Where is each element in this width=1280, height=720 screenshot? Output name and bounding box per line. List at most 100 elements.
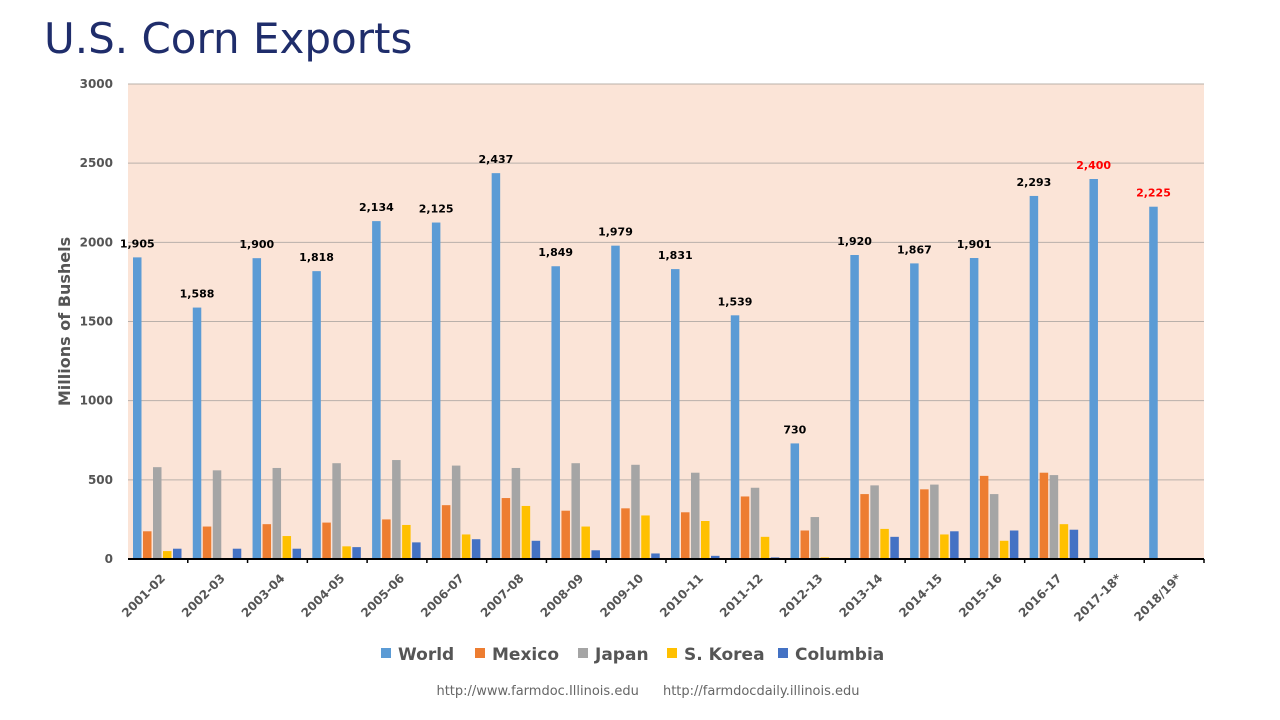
bar-skorea-2011-12 — [760, 536, 770, 559]
x-tick-label: 2009-10 — [597, 571, 646, 620]
bar-skorea-2014-15 — [940, 534, 949, 559]
x-tick-label: 2015-16 — [956, 571, 1005, 620]
bar-mexico-2006-07 — [441, 505, 451, 559]
source-url-farmdoc[interactable]: http://www.farmdoc.Illinois.edu — [436, 684, 639, 699]
y-tick-label: 1000 — [80, 394, 113, 408]
corn-exports-chart: 0 500 1000 1500 2000 2500 3000 1,905 1,588 1,900… — [55, 77, 1205, 665]
bar-columbia-2002-03 — [232, 548, 242, 559]
bar-japan-2015-16 — [989, 494, 999, 559]
bar-japan-2001-02 — [153, 467, 162, 559]
bar-skorea-2008-09 — [581, 526, 590, 559]
bar-mexico-2003-04 — [262, 524, 272, 559]
world-value-label: 2,293 — [1017, 176, 1052, 189]
bar-japan-2005-06 — [392, 460, 401, 559]
bar-world-2015-16 — [969, 258, 979, 559]
bar-japan-2004-05 — [332, 463, 341, 559]
world-value-label: 2,225 — [1136, 187, 1171, 200]
bar-columbia-2006-07 — [471, 539, 481, 559]
bars — [133, 173, 1158, 560]
x-tick-label: 2010-11 — [657, 571, 706, 620]
source-url-farmdocdaily[interactable]: http://farmdocdaily.illinois.edu — [662, 684, 860, 699]
bar-japan-2011-12 — [750, 487, 760, 559]
x-axis-ticks: 2001-02 2002-03 2003-04 2004-05 2005-06 2006-… — [119, 559, 1205, 625]
y-tick-label: 500 — [88, 473, 113, 487]
bar-mexico-2012-13 — [800, 530, 810, 559]
bar-world-2003-04 — [252, 258, 262, 559]
bar-japan-2002-03 — [212, 470, 222, 559]
x-tick-label: 2008-09 — [538, 571, 587, 620]
legend-label-world: World — [398, 645, 454, 665]
y-axis-label: Millions of Bushels — [55, 237, 74, 406]
world-value-label: 1,867 — [897, 243, 932, 256]
bar-world-2012-13 — [790, 443, 800, 559]
bar-world-2009-10 — [611, 245, 620, 560]
x-tick-label: 2017-18* — [1071, 571, 1125, 625]
bar-mexico-2011-12 — [740, 496, 750, 559]
bar-skorea-2015-16 — [999, 540, 1009, 559]
bar-columbia-2001-02 — [173, 548, 182, 559]
bar-japan-2009-10 — [631, 464, 640, 559]
bar-japan-2010-11 — [691, 472, 700, 559]
bar-world-2017-18* — [1089, 179, 1098, 559]
y-tick-label: 2000 — [80, 235, 113, 249]
bar-mexico-2014-15 — [920, 489, 929, 559]
bar-columbia-2005-06 — [412, 542, 421, 559]
source-urls: http://www.farmdoc.Illinois.edu http://f… — [0, 684, 1280, 699]
y-tick-label: 2500 — [80, 156, 113, 170]
world-value-label: 1,849 — [538, 246, 573, 259]
world-value-label: 1,818 — [299, 251, 334, 264]
bar-columbia-2003-04 — [292, 548, 302, 559]
bar-columbia-2008-09 — [591, 550, 600, 559]
bar-world-2007-08 — [491, 173, 501, 559]
world-value-label: 1,588 — [180, 288, 215, 301]
bar-mexico-2015-16 — [979, 475, 989, 559]
bar-world-2002-03 — [192, 307, 202, 559]
bar-japan-2012-13 — [810, 517, 820, 559]
x-tick-label: 2016-17 — [1016, 571, 1065, 620]
bar-world-2001-02 — [133, 257, 142, 559]
bar-japan-2008-09 — [571, 463, 580, 559]
world-value-label: 1,901 — [957, 238, 992, 251]
bar-world-2008-09 — [551, 266, 560, 559]
bar-world-2018/19* — [1149, 206, 1158, 560]
bar-columbia-2007-08 — [531, 540, 541, 559]
bar-world-2010-11 — [671, 269, 680, 559]
world-value-label: 1,900 — [239, 238, 274, 251]
legend-label-mexico: Mexico — [492, 645, 559, 665]
bar-skorea-2005-06 — [402, 524, 411, 559]
bar-mexico-2005-06 — [382, 519, 391, 559]
bar-columbia-2014-15 — [950, 531, 959, 559]
bar-mexico-2013-14 — [860, 494, 869, 559]
bar-skorea-2007-08 — [521, 505, 531, 559]
bar-skorea-2009-10 — [641, 515, 650, 559]
bar-skorea-2016-17 — [1059, 524, 1069, 559]
legend-swatch-mexico — [475, 648, 485, 658]
x-tick-label: 2001-02 — [119, 571, 168, 620]
bar-mexico-2008-09 — [561, 510, 570, 559]
bar-mexico-2007-08 — [501, 498, 511, 559]
bar-columbia-2009-10 — [651, 553, 660, 559]
bar-mexico-2004-05 — [322, 522, 331, 559]
bar-mexico-2010-11 — [681, 512, 690, 559]
x-tick-label: 2003-04 — [239, 571, 288, 620]
bar-japan-2006-07 — [451, 465, 461, 559]
world-value-label: 2,125 — [419, 203, 454, 216]
x-tick-label: 2005-06 — [358, 571, 407, 620]
bar-japan-2003-04 — [272, 467, 282, 559]
x-tick-label: 2012-13 — [777, 571, 826, 620]
world-value-label: 1,920 — [837, 235, 872, 248]
world-value-label: 1,979 — [598, 226, 633, 239]
x-tick-label: 2011-12 — [717, 571, 766, 620]
legend-label-columbia: Columbia — [795, 645, 884, 665]
grid-lines — [128, 83, 1204, 481]
world-value-label: 2,437 — [479, 153, 514, 166]
world-value-label: 1,539 — [718, 295, 753, 308]
slide-title: U.S. Corn Exports — [44, 14, 413, 63]
bar-mexico-2009-10 — [621, 508, 630, 559]
x-tick-label: 2007-08 — [478, 571, 527, 620]
bar-japan-2014-15 — [930, 484, 939, 559]
legend-label-skorea: S. Korea — [684, 645, 765, 665]
world-value-label: 1,831 — [658, 249, 693, 262]
bar-columbia-2013-14 — [890, 536, 899, 559]
bar-world-2011-12 — [730, 315, 740, 559]
